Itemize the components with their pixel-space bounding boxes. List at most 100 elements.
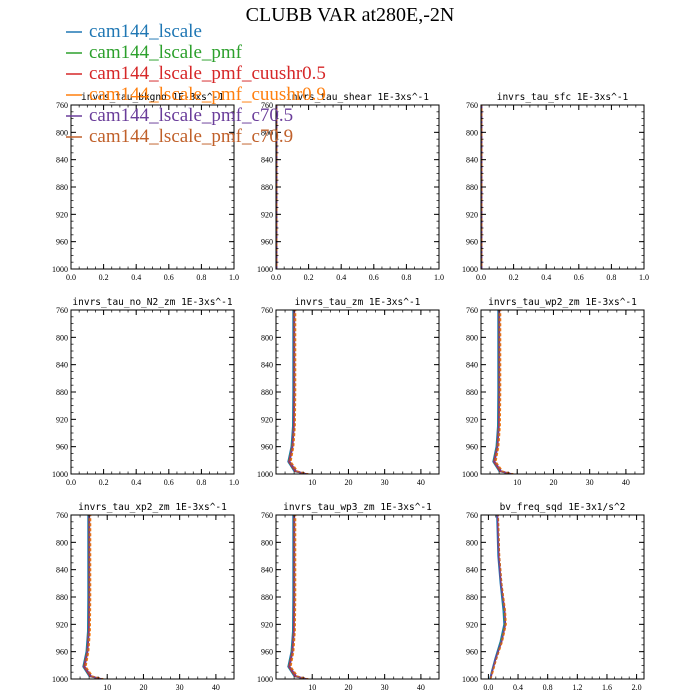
x-tick-label: 30 — [176, 683, 184, 692]
y-tick-label: 1000 — [257, 675, 273, 684]
panel-title: invrs_tau_shear 1E-3xs^-1 — [286, 92, 429, 103]
series-line-cam144_lscale_pmf_c70.9 — [289, 310, 309, 474]
x-tick-label: 10 — [308, 478, 316, 487]
x-tick-label: 0.0 — [483, 683, 493, 692]
x-tick-label: 20 — [344, 478, 352, 487]
x-tick-label: 30 — [381, 683, 389, 692]
y-tick-label: 1000 — [462, 675, 478, 684]
x-tick-label: 0.4 — [336, 273, 346, 282]
y-tick-label: 800 — [261, 538, 273, 547]
panel-8: bv_freq_sqd 1E-3x1/s^2 760 800 840 880 920 960… — [462, 502, 645, 692]
legend-label: cam144_lscale_pmf_c70.9 — [89, 126, 293, 147]
series-line-cam144_lscale_pmf_c70.9 — [489, 515, 507, 679]
x-tick-label: 20 — [344, 683, 352, 692]
x-tick-label: 20 — [139, 683, 147, 692]
y-tick-label: 920 — [466, 620, 478, 629]
x-tick-label: 0.0 — [66, 273, 76, 282]
x-tick-label: 0.2 — [509, 273, 519, 282]
x-tick-label: 0.4 — [131, 478, 141, 487]
y-tick-label: 840 — [56, 156, 68, 165]
x-tick-label: 40 — [622, 478, 630, 487]
legend-label: cam144_lscale — [89, 21, 202, 42]
panel-7: invrs_tau_wp3_zm 1E-3xs^-1 760 800 840 880 92… — [257, 502, 440, 692]
y-tick-label: 880 — [56, 593, 68, 602]
y-tick-label: 760 — [261, 511, 273, 520]
x-tick-label: 0.4 — [131, 273, 141, 282]
y-tick-label: 960 — [261, 238, 273, 247]
y-tick-label: 880 — [56, 388, 68, 397]
legend: cam144_lscalecam144_lscale_pmfcam144_lsc… — [66, 21, 326, 147]
series-line-cam144_lscale_pmf_c70.9 — [494, 310, 514, 474]
series-group — [492, 310, 514, 474]
y-tick-label: 920 — [56, 210, 68, 219]
series-group — [287, 515, 309, 679]
y-tick-label: 760 — [261, 101, 273, 110]
plot-frame — [275, 104, 440, 270]
plot-frame — [480, 309, 645, 475]
legend-label: cam144_lscale_pmf_c70.5 — [89, 105, 293, 126]
panel-title: invrs_tau_wp2_zm 1E-3xs^-1 — [488, 297, 637, 308]
legend-entry: cam144_lscale — [66, 21, 202, 42]
y-tick-label: 800 — [56, 538, 68, 547]
panel-title: invrs_tau_bkgnd 1E-3xs^-1 — [81, 92, 224, 103]
series-line-cam144_lscale_pmf_c70.9 — [84, 515, 104, 679]
panel-3: invrs_tau_no_N2_zm 1E-3xs^-1 760 800 840 880… — [52, 297, 239, 487]
x-tick-label: 30 — [381, 478, 389, 487]
y-tick-label: 920 — [466, 415, 478, 424]
x-tick-label: 0.6 — [164, 478, 174, 487]
y-tick-label: 880 — [261, 183, 273, 192]
y-tick-label: 840 — [261, 361, 273, 370]
figure-title: CLUBB VAR at280E,-2N — [246, 4, 455, 26]
x-tick-label: 0.6 — [164, 273, 174, 282]
legend-entry: cam144_lscale_pmf_cuushr0.5 — [66, 63, 326, 84]
panel-2: invrs_tau_sfc 1E-3xs^-1 760 800 840 880 920 96… — [462, 92, 649, 282]
panel-0: invrs_tau_bkgnd 1E-3xs^-1 760 800 840 880 920… — [52, 92, 239, 282]
series-group — [82, 515, 104, 679]
y-tick-label: 800 — [261, 333, 273, 342]
y-tick-label: 760 — [466, 101, 478, 110]
y-tick-label: 960 — [56, 443, 68, 452]
x-tick-label: 30 — [586, 478, 594, 487]
plot-frame — [480, 104, 645, 270]
x-tick-label: 0.2 — [99, 273, 109, 282]
y-tick-label: 840 — [261, 156, 273, 165]
x-tick-label: 0.0 — [476, 273, 486, 282]
panels: invrs_tau_bkgnd 1E-3xs^-1 760 800 840 880 920… — [52, 92, 649, 692]
y-tick-label: 760 — [56, 306, 68, 315]
plot-frame — [275, 309, 440, 475]
x-tick-label: 0.8 — [606, 273, 616, 282]
series-line-cam144_lscale — [287, 515, 306, 679]
x-tick-label: 0.8 — [543, 683, 553, 692]
x-tick-label: 0.2 — [304, 273, 314, 282]
y-tick-label: 1000 — [52, 675, 68, 684]
x-tick-label: 0.6 — [574, 273, 584, 282]
x-tick-label: 1.0 — [229, 273, 239, 282]
plot-frame — [70, 309, 235, 475]
y-tick-label: 760 — [466, 306, 478, 315]
x-tick-label: 0.6 — [369, 273, 379, 282]
y-tick-label: 960 — [56, 238, 68, 247]
y-tick-label: 1000 — [462, 265, 478, 274]
y-tick-label: 800 — [466, 333, 478, 342]
series-line-cam144_lscale_pmf_cuushr0.5 — [288, 310, 307, 474]
y-tick-label: 800 — [466, 128, 478, 137]
x-tick-label: 40 — [417, 683, 425, 692]
x-tick-label: 0.0 — [66, 478, 76, 487]
panel-title: bv_freq_sqd 1E-3x1/s^2 — [500, 502, 626, 513]
x-tick-label: 40 — [212, 683, 220, 692]
x-tick-label: 0.0 — [271, 273, 281, 282]
y-tick-label: 800 — [56, 333, 68, 342]
y-tick-label: 880 — [466, 183, 478, 192]
x-tick-label: 1.0 — [434, 273, 444, 282]
y-tick-label: 920 — [56, 415, 68, 424]
panel-1: invrs_tau_shear 1E-3xs^-1 760 800 840 880 920… — [257, 92, 444, 282]
y-tick-label: 920 — [261, 415, 273, 424]
x-tick-label: 40 — [417, 478, 425, 487]
x-tick-label: 0.8 — [196, 478, 206, 487]
panel-title: invrs_tau_zm 1E-3xs^-1 — [295, 297, 421, 308]
y-tick-label: 880 — [56, 183, 68, 192]
x-tick-label: 1.0 — [229, 478, 239, 487]
legend-entry: cam144_lscale_pmf_cuushr0.9 — [66, 84, 326, 105]
x-tick-label: 10 — [103, 683, 111, 692]
y-tick-label: 1000 — [257, 265, 273, 274]
